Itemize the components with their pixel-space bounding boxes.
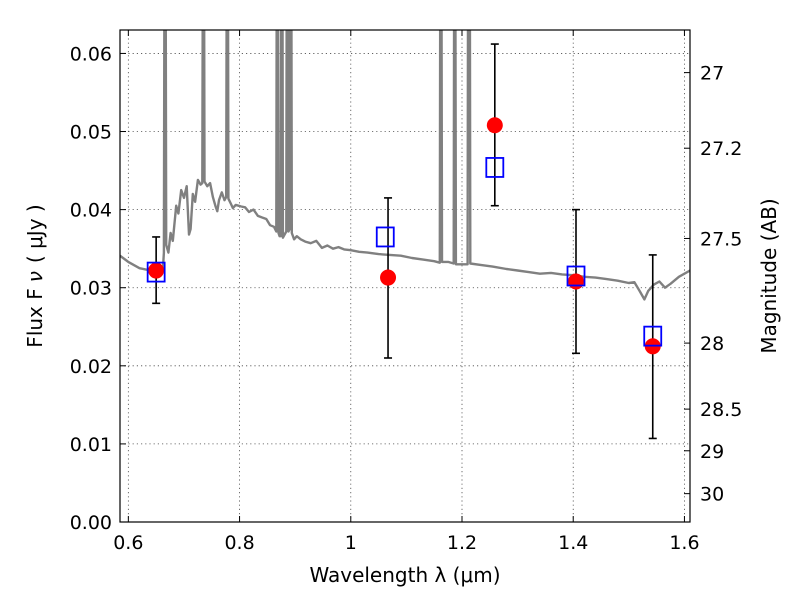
y-tick-label: 0.01 xyxy=(70,434,112,456)
model-photometry-point xyxy=(146,261,166,283)
model-photometry-point xyxy=(485,157,505,178)
model-points xyxy=(146,157,663,347)
plot-frame xyxy=(119,29,691,523)
y-tick-label: 0.02 xyxy=(70,356,112,378)
x-axis-ticks: 0.6 0.8 1 1.2 1.4 1.6 xyxy=(113,30,700,554)
y-tick-label: 0.06 xyxy=(70,43,112,65)
y-axis-label-unit: ( μJy ) xyxy=(23,204,47,263)
y-tick-label: 0.05 xyxy=(70,122,112,144)
observed-flux-point xyxy=(380,269,397,286)
x-tick-label: 1.6 xyxy=(669,532,699,554)
magnitude-tick-label: 27.2 xyxy=(700,138,742,160)
x-tick-label: 0.6 xyxy=(113,532,143,554)
y-axis-ticks: 0.00 0.01 0.02 0.03 0.04 0.05 0.06 xyxy=(70,43,126,534)
magnitude-tick-label: 30 xyxy=(700,484,724,506)
magnitude-axis-ticks: 27 27.2 27.5 28 28.5 29 30 xyxy=(684,63,742,506)
spectrum-layer xyxy=(120,30,690,301)
observed-flux-point xyxy=(148,262,165,279)
x-axis-label: Wavelength λ (μm) xyxy=(309,563,500,587)
y-tick-label: 0.00 xyxy=(70,512,112,534)
model-photometry-point xyxy=(375,226,395,248)
y-axis-label-text: Flux F xyxy=(23,288,47,347)
magnitude-tick-label: 28.5 xyxy=(700,399,742,421)
x-tick-label: 1 xyxy=(345,532,357,554)
y-axis-label: Flux F ν ( μJy ) xyxy=(23,204,47,347)
observed-points xyxy=(148,117,661,355)
magnitude-axis-label: Magnitude (AB) xyxy=(757,198,781,353)
model-photometry-point xyxy=(643,325,663,347)
y-tick-label: 0.04 xyxy=(70,200,112,222)
magnitude-tick-label: 28 xyxy=(700,333,724,355)
magnitude-tick-label: 27.5 xyxy=(700,228,742,250)
x-tick-label: 1.4 xyxy=(558,532,588,554)
x-tick-label: 0.8 xyxy=(224,532,254,554)
observed-flux-point xyxy=(486,117,503,134)
y-axis-label-subscript: ν xyxy=(23,271,47,282)
magnitude-tick-label: 29 xyxy=(700,441,724,463)
x-tick-label: 1.2 xyxy=(447,532,477,554)
model-photometry-point xyxy=(566,265,586,287)
y-tick-label: 0.03 xyxy=(70,278,112,300)
observed-flux-point xyxy=(568,273,584,290)
magnitude-tick-label: 27 xyxy=(700,63,724,85)
model-spectrum-line xyxy=(120,30,690,301)
